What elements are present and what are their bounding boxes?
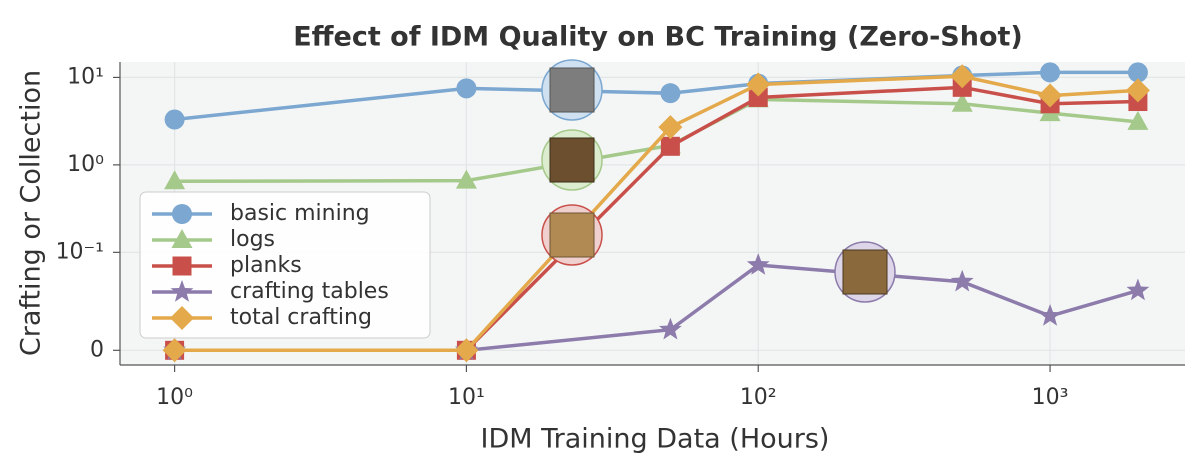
marker [1038,83,1063,108]
legend-label: total crafting [230,305,372,330]
marker [455,169,477,189]
series-layer [162,62,1150,363]
marker [950,269,974,292]
legend-marker [170,306,194,330]
marker [1040,62,1061,83]
icon-stone-block [549,67,595,113]
marker [951,92,973,112]
x-axis-label: IDM Training Data (Hours) [481,424,830,455]
marker [660,83,681,104]
legend-marker [172,204,192,224]
x-tick-label: 10³ [1032,385,1069,410]
legend-box [139,191,431,339]
legend-label: planks [230,253,302,278]
marker [746,253,770,275]
marker [660,136,680,156]
marker [456,78,477,99]
marker [1125,78,1150,103]
legend-label: logs [230,227,275,252]
marker [950,64,975,89]
marker [1038,304,1062,326]
grid [120,62,1185,365]
marker [454,338,479,363]
icon-planks-block [549,212,595,258]
marker [1126,278,1150,301]
marker [164,170,186,190]
marker [164,109,185,130]
marker [658,317,682,340]
y-tick-label: 10¹ [67,64,104,89]
marker [1127,110,1149,130]
series-group [162,64,1150,363]
marker [658,115,683,140]
legend-label: basic mining [230,201,370,226]
marker [1127,62,1148,83]
y-tick-label: 10⁰ [67,152,104,177]
y-tick-label: 10⁻¹ [56,239,104,264]
icon-log-block [549,137,595,183]
x-tick-label: 10¹ [448,385,485,410]
legend-marker [172,256,192,276]
x-tick-label: 10² [740,385,777,410]
legend-label: crafting tables [230,279,389,304]
legend-marker [171,229,193,248]
marker [162,338,187,363]
x-tick-label: 10⁰ [156,385,193,410]
icons [541,59,896,303]
y-axis-label: Crafting or Collection [16,70,47,356]
chart-title: Effect of IDM Quality on BC Training (Ze… [293,22,1023,53]
marker [748,87,768,107]
y-tick-label: 0 [90,337,104,362]
legend-marker [170,280,194,302]
icon-crafting-table-block [842,249,888,295]
marker [746,72,771,97]
